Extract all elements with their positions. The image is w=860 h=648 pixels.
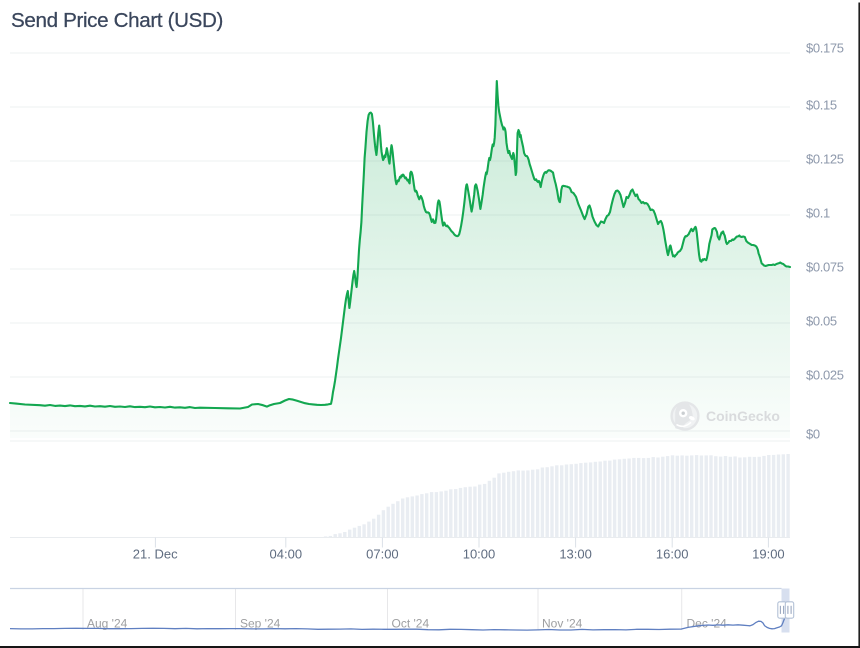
svg-text:$0.15: $0.15 <box>806 97 837 112</box>
svg-text:Dec '24: Dec '24 <box>687 617 728 631</box>
svg-text:$0.025: $0.025 <box>806 367 844 382</box>
svg-text:$0.175: $0.175 <box>806 40 844 55</box>
svg-text:$0.05: $0.05 <box>806 313 837 328</box>
svg-text:$0.125: $0.125 <box>806 151 844 166</box>
svg-text:Sep '24: Sep '24 <box>240 617 281 631</box>
svg-text:21. Dec: 21. Dec <box>133 546 178 561</box>
svg-text:Send Price Chart (USD): Send Price Chart (USD) <box>11 9 223 32</box>
svg-text:CoinGecko: CoinGecko <box>706 408 780 424</box>
svg-text:07:00: 07:00 <box>366 546 399 561</box>
svg-text:10:00: 10:00 <box>463 546 496 561</box>
svg-text:Oct '24: Oct '24 <box>392 617 430 631</box>
svg-text:19:00: 19:00 <box>752 546 785 561</box>
svg-text:13:00: 13:00 <box>559 546 592 561</box>
svg-text:Nov '24: Nov '24 <box>542 617 583 631</box>
svg-text:$0.075: $0.075 <box>806 259 844 274</box>
svg-text:Aug '24: Aug '24 <box>87 617 128 631</box>
svg-text:16:00: 16:00 <box>656 546 689 561</box>
svg-text:$0: $0 <box>806 427 820 442</box>
svg-text:04:00: 04:00 <box>270 546 303 561</box>
svg-text:$0.1: $0.1 <box>806 205 830 220</box>
